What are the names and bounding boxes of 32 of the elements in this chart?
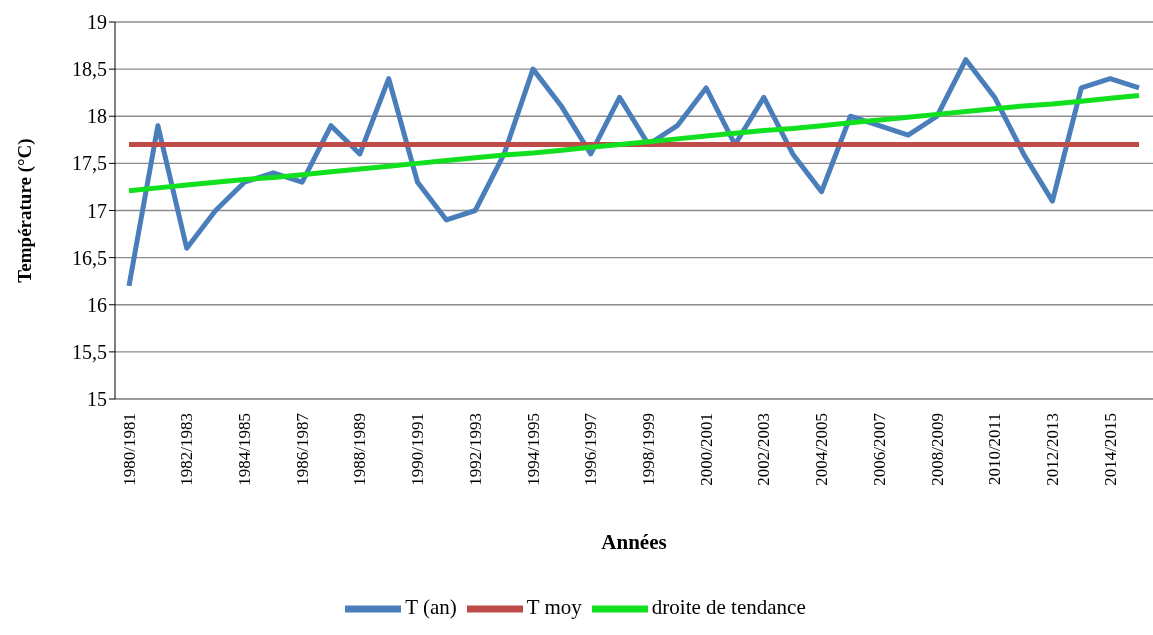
y-tick-label: 16	[87, 293, 107, 316]
x-tick-label: 1988/1989	[350, 413, 370, 486]
x-axis-title: Années	[601, 530, 667, 554]
x-tick-label: 1994/1995	[523, 413, 543, 486]
x-tick-label: 1980/1981	[119, 413, 139, 486]
y-tick-label: 17	[87, 199, 107, 222]
x-tick-label: 2008/2009	[927, 413, 947, 486]
x-tick-label: 1998/1999	[638, 413, 658, 486]
y-tick-label: 16,5	[72, 246, 107, 269]
legend-label: T moy	[526, 594, 582, 619]
x-tick-label: 2006/2007	[869, 412, 889, 486]
y-tick-label: 17,5	[72, 152, 107, 175]
legend-label: T (an)	[405, 594, 457, 619]
x-tick-label: 2000/2001	[696, 413, 716, 486]
y-tick-label: 18,5	[72, 58, 107, 81]
x-tick-label: 2002/2003	[754, 413, 774, 486]
y-tick-label: 19	[87, 11, 107, 34]
x-tick-label: 2014/2015	[1100, 413, 1120, 486]
legend-label: droite de tendance	[651, 594, 806, 619]
x-tick-label: 1990/1991	[408, 413, 428, 486]
x-tick-label: 2010/2011	[985, 413, 1005, 486]
x-tick-label: 1982/1983	[177, 413, 197, 486]
x-tick-label: 1986/1987	[292, 412, 312, 486]
x-tick-label: 1996/1997	[581, 412, 601, 486]
y-axis-title: Température (°C)	[13, 138, 36, 283]
y-tick-label: 15	[87, 388, 107, 411]
x-tick-label: 1992/1993	[465, 413, 485, 486]
x-tick-label: 2012/2013	[1042, 413, 1062, 486]
x-tick-label: 2004/2005	[812, 413, 832, 486]
y-tick-label: 15,5	[72, 340, 107, 363]
x-tick-label: 1984/1985	[234, 413, 254, 486]
y-tick-label: 18	[87, 105, 107, 128]
